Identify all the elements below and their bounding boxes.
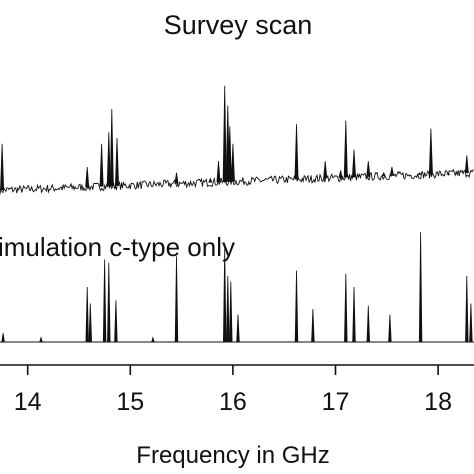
simulation-peak (151, 336, 155, 343)
simulation-peak (352, 286, 356, 343)
survey-spectrum (0, 85, 474, 195)
simulation-peak (226, 275, 230, 343)
x-tick-label: 15 (116, 388, 144, 416)
survey-peak (294, 124, 299, 180)
survey-peak (417, 172, 422, 176)
simulation-peak (39, 336, 43, 343)
survey-peak (366, 161, 371, 177)
survey-peak (109, 108, 114, 187)
survey-peak (446, 173, 451, 176)
x-tick-label: 14 (14, 388, 42, 416)
simulation-peak (1, 333, 5, 343)
simulation-peak (114, 300, 118, 343)
survey-peak (227, 126, 232, 182)
survey-peak (323, 161, 328, 179)
survey-title: Survey scan (164, 10, 313, 40)
x-tick-label: 16 (219, 388, 247, 416)
simulation-peak (85, 286, 89, 343)
simulation-peak (88, 303, 92, 343)
survey-peak (115, 137, 119, 186)
survey-peak (99, 143, 104, 187)
survey-baseline-trace (0, 168, 474, 195)
survey-peak (106, 132, 111, 187)
survey-peak (174, 172, 179, 184)
simulation-peak (174, 256, 179, 343)
simulation-peak (465, 275, 469, 343)
survey-peak (222, 85, 227, 183)
x-tick-label: 17 (322, 388, 350, 416)
simulation-peak (469, 303, 473, 343)
simulation-peak (229, 281, 233, 343)
simulation-peak (102, 259, 107, 343)
simulation-peak (388, 314, 392, 343)
survey-peak (381, 171, 386, 177)
simulation-peak (236, 314, 240, 343)
simulation-peak (418, 231, 423, 343)
simulation-peak (311, 308, 315, 343)
survey-peak (85, 166, 90, 188)
x-tick-label: 18 (424, 388, 452, 416)
survey-peak (338, 170, 343, 178)
survey-peak (230, 143, 235, 182)
simulation-spectrum (0, 231, 474, 343)
survey-peak (389, 166, 394, 176)
survey-peak (0, 143, 5, 191)
simulation-peak (223, 248, 227, 343)
simulation-peak (366, 305, 370, 343)
survey-peak (208, 177, 213, 183)
survey-peak (343, 120, 348, 178)
simulation-peak (294, 270, 299, 343)
simulation-title: imulation c-type only (0, 232, 235, 262)
survey-peak (352, 149, 356, 178)
survey-peak (428, 128, 433, 175)
x-axis-ticks: 14 15 16 17 18 (14, 365, 452, 416)
survey-peak (464, 155, 469, 174)
simulation-peak (107, 262, 111, 343)
survey-peak (216, 161, 221, 183)
x-axis-label: Frequency in GHz (136, 442, 329, 469)
simulation-peak (344, 273, 348, 343)
